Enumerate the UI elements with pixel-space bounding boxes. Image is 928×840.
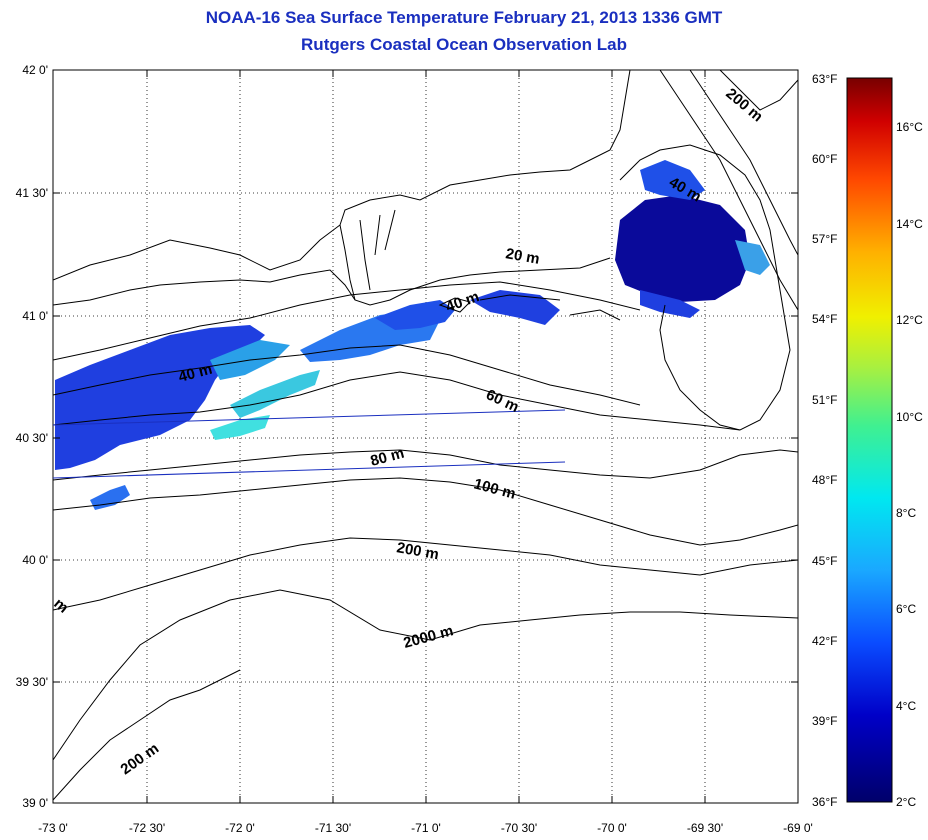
lon-label: -70 0' [597, 821, 627, 835]
celsius-label: 4°C [896, 699, 916, 713]
sst-patch-bay [640, 290, 700, 318]
lon-label: -71 0' [411, 821, 441, 835]
celsius-label: 2°C [896, 795, 916, 809]
lat-label: 39 30' [16, 675, 48, 689]
fahrenheit-label: 63°F [812, 72, 837, 86]
longitude-labels: -73 0' -72 30' -72 0' -71 30' -71 0' -70… [38, 821, 813, 835]
lon-label: -69 30' [687, 821, 723, 835]
lon-label: -72 30' [129, 821, 165, 835]
sst-patch-south-shoals [470, 290, 560, 325]
celsius-label: 14°C [896, 217, 923, 231]
fahrenheit-label: 54°F [812, 312, 837, 326]
map-subtitle: Rutgers Coastal Ocean Observation Lab [301, 35, 627, 54]
celsius-label: 10°C [896, 410, 923, 424]
lat-label: 41 0' [22, 309, 48, 323]
sst-patch-cyan-2 [210, 415, 270, 440]
fahrenheit-label: 57°F [812, 232, 837, 246]
coastlines [53, 70, 791, 431]
lat-label: 42 0' [22, 63, 48, 77]
lat-label: 40 0' [22, 553, 48, 567]
celsius-scale: 16°C 14°C 12°C 10°C 8°C 6°C 4°C 2°C [896, 120, 923, 809]
celsius-label: 8°C [896, 506, 916, 520]
lat-label: 40 30' [16, 431, 48, 445]
bathymetry-contours [53, 70, 798, 801]
celsius-label: 6°C [896, 602, 916, 616]
fahrenheit-scale: 63°F 60°F 57°F 54°F 51°F 48°F 45°F 42°F … [812, 72, 837, 809]
celsius-label: 16°C [896, 120, 923, 134]
fahrenheit-label: 45°F [812, 554, 837, 568]
sst-patch-small [90, 485, 130, 510]
sst-patch-cape-cod-cold [615, 195, 750, 302]
sst-patch-cape-cod-edge [640, 160, 705, 200]
temperature-colorbar [846, 77, 893, 803]
sst-patch-cape-cod-light [735, 240, 770, 275]
sst-patch-nantucket [375, 300, 455, 330]
contour-label-20m: 20 m [504, 245, 541, 268]
fahrenheit-label: 51°F [812, 393, 837, 407]
lon-label: -69 0' [783, 821, 813, 835]
frame-ticks [53, 70, 798, 803]
lon-label: -72 0' [225, 821, 255, 835]
lat-label: 41 30' [16, 186, 48, 200]
fahrenheit-label: 48°F [812, 473, 837, 487]
fahrenheit-label: 42°F [812, 634, 837, 648]
sst-patch-cyan-1 [230, 370, 320, 418]
sst-data-patches [55, 160, 770, 510]
latitude-labels: 42 0' 41 30' 41 0' 40 30' 40 0' 39 30' 3… [16, 63, 48, 810]
fahrenheit-label: 36°F [812, 795, 837, 809]
lon-label: -70 30' [501, 821, 537, 835]
lon-label: -71 30' [315, 821, 351, 835]
transect-lines [53, 409, 566, 479]
map-title: NOAA-16 Sea Surface Temperature February… [205, 8, 723, 27]
celsius-label: 12°C [896, 313, 923, 327]
lat-label: 39 0' [22, 796, 48, 810]
fahrenheit-label: 39°F [812, 714, 837, 728]
lon-label: -73 0' [38, 821, 68, 835]
fahrenheit-label: 60°F [812, 152, 837, 166]
